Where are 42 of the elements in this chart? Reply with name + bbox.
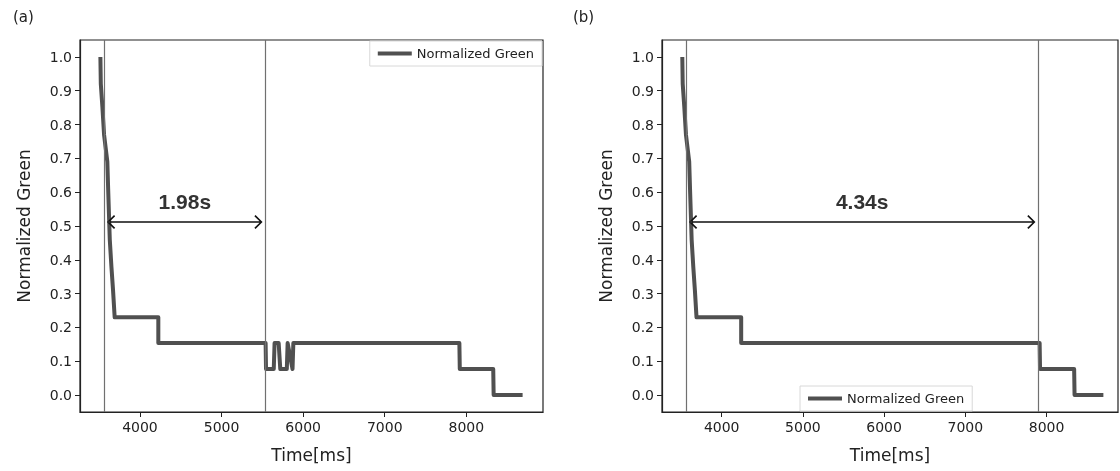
y-tick-label: 0.0: [49, 387, 72, 404]
y-tick-label: 0.4: [49, 251, 73, 268]
y-tick-label: 0.3: [49, 285, 72, 302]
legend-label: Normalized Green: [847, 391, 965, 406]
legend-label: Normalized Green: [416, 46, 535, 61]
y-tick-label: 0.2: [49, 319, 72, 336]
annotation: 1.98s: [158, 190, 212, 215]
x-tick-label: 8000: [448, 419, 485, 435]
x-tick-label: 5000: [785, 419, 821, 435]
x-axis-title: Time[ms]: [848, 444, 931, 465]
chart-title: (a): [13, 7, 34, 26]
y-tick-label: 0.6: [49, 184, 73, 201]
y-tick-label: 1.0: [631, 48, 654, 65]
y-tick-label: 0.7: [49, 150, 72, 167]
y-tick-label: 0.5: [631, 218, 654, 234]
y-axis-title: Normalized Green: [13, 149, 34, 303]
y-tick-label: 0.8: [49, 116, 72, 133]
x-axis-title: Time[ms]: [270, 444, 352, 465]
y-axis-title: Normalized Green: [595, 149, 616, 303]
y-tick-label: 0.1: [631, 353, 654, 370]
chart-title: (b): [573, 7, 595, 26]
x-tick-label: 8000: [1028, 419, 1065, 435]
y-tick-label: 0.9: [49, 82, 72, 99]
y-tick-label: 0.7: [631, 150, 654, 167]
y-tick-label: 1.0: [49, 48, 72, 65]
y-tick-label: 0.0: [631, 387, 654, 404]
y-tick-label: 0.4: [631, 251, 655, 268]
y-tick-label: 0.8: [631, 116, 654, 133]
y-tick-label: 0.1: [49, 353, 72, 370]
annotation: 4.34s: [835, 190, 889, 215]
x-tick-label: 4000: [122, 419, 158, 435]
y-tick-label: 0.5: [49, 218, 72, 234]
y-tick-label: 0.6: [631, 184, 655, 201]
y-tick-label: 0.3: [631, 285, 654, 302]
x-tick-label: 7000: [366, 419, 403, 435]
x-tick-label: 6000: [866, 419, 902, 435]
x-tick-label: 6000: [285, 419, 321, 435]
x-tick-label: 7000: [947, 419, 984, 435]
x-tick-label: 5000: [203, 419, 240, 435]
x-tick-label: 4000: [703, 419, 740, 435]
y-tick-label: 0.2: [631, 319, 654, 336]
y-tick-label: 0.9: [631, 82, 654, 99]
